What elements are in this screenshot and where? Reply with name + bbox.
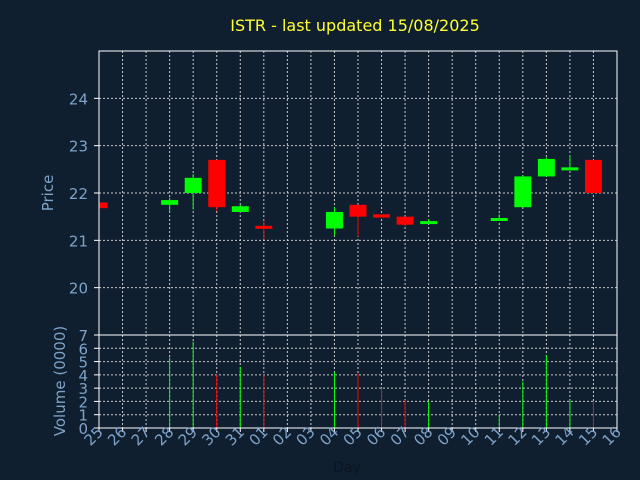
day-tick-label: 30 (198, 423, 224, 449)
candle-body (255, 225, 273, 229)
candle-11 (490, 214, 508, 222)
day-tick-label: 07 (387, 423, 413, 449)
candle-15 (584, 159, 602, 193)
volume-tick-label: 5 (78, 354, 88, 372)
candle-body (537, 158, 555, 177)
candle-body (561, 167, 579, 171)
price-tick-label: 23 (69, 138, 88, 156)
volume-axis-label: Volume (0000) (51, 326, 69, 436)
candle-07 (396, 216, 414, 227)
day-tick-label: 11 (481, 423, 507, 449)
day-tick-label: 01 (245, 423, 271, 449)
candle-body (208, 159, 226, 208)
day-tick-label: 06 (363, 423, 389, 449)
candle-body (490, 218, 508, 222)
day-tick-label: 27 (128, 423, 154, 449)
day-tick-label: 28 (151, 423, 177, 449)
candle-body (420, 221, 438, 225)
candle-25 (98, 202, 108, 209)
day-tick-label: 04 (316, 423, 342, 449)
price-axis-label: Price (39, 175, 57, 212)
day-tick-label: 14 (552, 423, 578, 449)
candle-body (349, 204, 367, 217)
candle-30 (208, 159, 226, 211)
candle-08 (420, 219, 438, 225)
day-tick-label: 26 (104, 423, 130, 449)
day-tick-label: 15 (575, 423, 601, 449)
price-tick-label: 20 (69, 280, 88, 298)
candle-29 (184, 174, 202, 210)
candle-05 (349, 204, 367, 237)
candle-04 (325, 207, 343, 236)
price-tick-label: 22 (69, 185, 88, 203)
day-tick-label: 31 (222, 423, 248, 449)
day-tick-label: 10 (457, 423, 483, 449)
candle-body (584, 159, 602, 193)
candle-28 (161, 197, 179, 212)
chart-title: ISTR - last updated 15/08/2025 (230, 16, 480, 35)
candle-body (373, 214, 391, 218)
volume-tick-label: 6 (78, 340, 88, 358)
candle-body (161, 200, 179, 205)
day-tick-label: 02 (269, 423, 295, 449)
price-tick-label: 21 (69, 232, 88, 250)
volume-tick-label: 1 (78, 407, 88, 425)
x-axis: 2526272829303101020304050607080910111213… (81, 423, 625, 449)
candle-14 (561, 155, 579, 171)
candle-body (514, 176, 532, 208)
candle-31 (231, 204, 249, 212)
day-tick-label: 09 (434, 423, 460, 449)
candle-body (99, 202, 108, 209)
x-axis-label: Day (333, 460, 361, 476)
candle-body (184, 177, 202, 193)
day-tick-label: 08 (410, 423, 436, 449)
candle-13 (537, 157, 555, 177)
day-tick-label: 12 (504, 423, 530, 449)
day-tick-label: 13 (528, 423, 554, 449)
candle-06 (373, 214, 391, 218)
volume-tick-label: 7 (78, 327, 88, 345)
volume-tick-label: 3 (78, 380, 88, 398)
candle-body (396, 216, 414, 225)
volume-tick-label: 4 (78, 367, 88, 385)
day-tick-label: 16 (599, 423, 625, 449)
candle-body (231, 206, 249, 212)
day-tick-label: 29 (175, 423, 201, 449)
candle-12 (514, 175, 532, 208)
candle-01 (255, 220, 273, 240)
volume-tick-label: 2 (78, 393, 88, 411)
price-tick-label: 24 (69, 90, 88, 108)
day-tick-label: 03 (293, 423, 319, 449)
candle-body (325, 211, 343, 229)
volume-tick-label: 0 (78, 420, 88, 438)
day-tick-label: 05 (340, 423, 366, 449)
